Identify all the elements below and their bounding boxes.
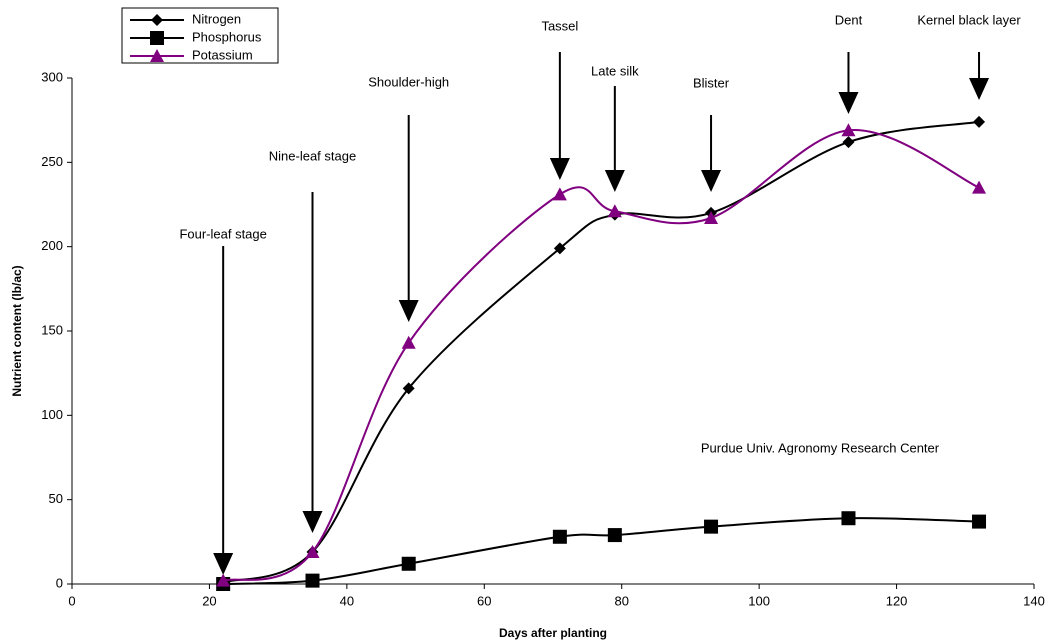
y-tick-label: 0 — [56, 575, 63, 590]
x-tick-label: 40 — [340, 593, 354, 608]
marker — [553, 242, 566, 255]
legend-label: Nitrogen — [192, 11, 241, 26]
stage-label: Tassel — [541, 18, 578, 33]
marker — [150, 31, 164, 45]
stage-label: Nine-leaf stage — [269, 148, 356, 163]
arrow-head — [701, 170, 722, 192]
y-tick-label: 50 — [49, 491, 63, 506]
marker — [151, 14, 163, 26]
marker — [842, 136, 855, 149]
marker — [607, 528, 622, 543]
line — [222, 129, 980, 582]
y-axis-title: Nutrient content (lb/ac) — [10, 265, 24, 396]
x-tick-label: 120 — [886, 593, 908, 608]
arrow-head — [969, 78, 990, 100]
x-tick-label: 0 — [68, 593, 75, 608]
y-tick-label: 250 — [41, 154, 63, 169]
arrow-head — [398, 300, 419, 322]
marker — [972, 514, 987, 529]
stage-label: Blister — [693, 75, 730, 90]
y-tick-label: 150 — [41, 322, 63, 337]
marker — [305, 544, 320, 558]
stage-label: Dent — [835, 12, 863, 27]
legend-label: Potassium — [192, 47, 253, 62]
marker — [401, 556, 416, 571]
stage-label: Four-leaf stage — [179, 226, 266, 241]
marker — [552, 187, 567, 201]
x-axis-title: Days after planting — [499, 626, 607, 640]
marker — [402, 382, 415, 395]
marker — [841, 123, 856, 137]
marker — [973, 115, 986, 128]
arrow-head — [604, 170, 625, 192]
stage-label: Kernel black layer — [917, 12, 1021, 27]
arrow-head — [213, 553, 234, 575]
arrow-head — [302, 511, 323, 533]
note: Purdue Univ. Agronomy Research Center — [701, 440, 940, 455]
marker — [150, 49, 164, 62]
line — [222, 120, 980, 584]
marker — [607, 204, 622, 218]
x-tick-label: 60 — [477, 593, 491, 608]
legend-label: Phosphorus — [192, 29, 262, 44]
stage-label: Shoulder-high — [368, 74, 449, 89]
x-tick-label: 140 — [1023, 593, 1045, 608]
stage-label: Late silk — [591, 63, 639, 78]
marker — [841, 511, 856, 526]
y-tick-label: 300 — [41, 69, 63, 84]
x-tick-label: 80 — [614, 593, 628, 608]
arrow-head — [549, 158, 570, 180]
y-tick-label: 200 — [41, 238, 63, 253]
arrow-head — [838, 92, 859, 114]
marker — [704, 519, 719, 534]
legend-box — [121, 7, 279, 64]
x-tick-label: 100 — [748, 593, 770, 608]
line — [223, 517, 980, 585]
marker — [305, 573, 320, 588]
y-tick-label: 100 — [41, 407, 63, 422]
marker — [704, 210, 719, 224]
marker — [552, 529, 567, 544]
marker — [972, 180, 987, 194]
marker — [401, 335, 416, 349]
x-tick-label: 20 — [202, 593, 216, 608]
marker — [216, 573, 231, 587]
